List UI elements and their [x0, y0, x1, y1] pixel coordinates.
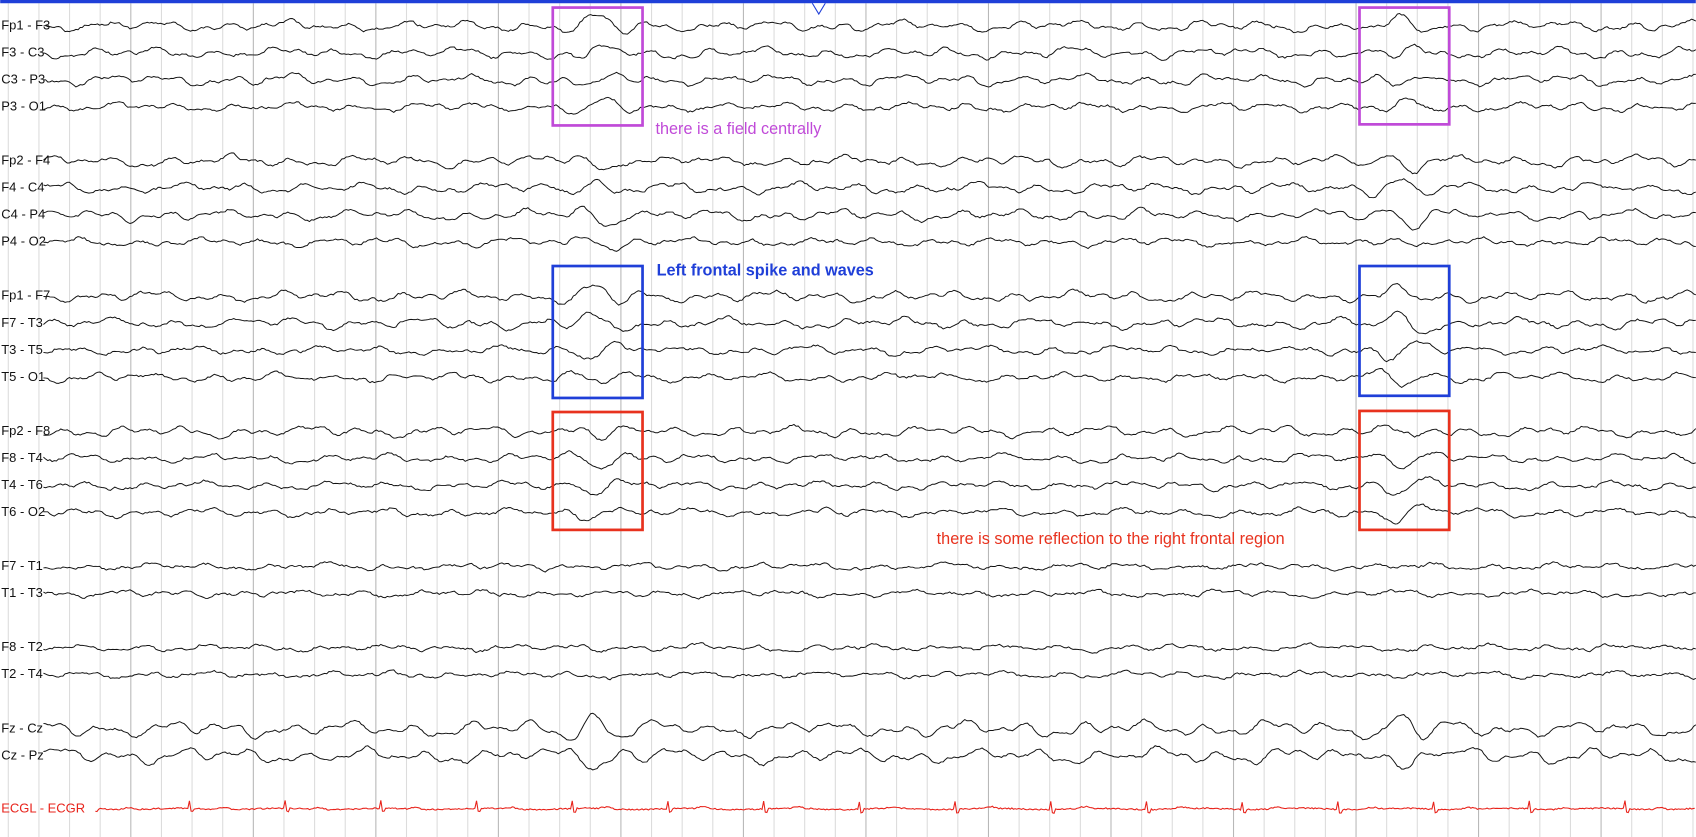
eeg-trace: [43, 235, 1696, 252]
channel-labels: Fp1 - F3 F3 - C3 C3 - P3 P3 - O1 Fp2 - F4 F4 …: [1, 17, 85, 815]
channel-label: F3 - C3: [1, 44, 44, 59]
eeg-trace: [43, 283, 1696, 306]
channel-label: ECGL - ECGR: [1, 800, 85, 815]
annotation-box: [1358, 409, 1451, 532]
channel-label: C4 - P4: [1, 207, 45, 222]
eeg-trace: [43, 669, 1696, 681]
channel-label: F4 - C4: [1, 180, 44, 195]
channel-label: T4 - T6: [1, 477, 43, 492]
channel-label: P4 - O2: [1, 234, 46, 249]
annotation-text: Left frontal spike and waves: [657, 262, 874, 280]
channel-label: T1 - T3: [1, 585, 43, 600]
channel-label: Fz - Cz: [1, 720, 43, 735]
annotation-box: [551, 264, 644, 400]
channel-label: F7 - T1: [1, 558, 43, 573]
channel-label: Fp1 - F3: [1, 17, 50, 32]
annotation-box: [1358, 264, 1451, 398]
channel-label: Fp1 - F7: [1, 288, 50, 303]
eeg-trace: [43, 152, 1696, 175]
annotation-text: there is some reflection to the right fr…: [937, 530, 1285, 548]
channel-label: T5 - O1: [1, 369, 45, 384]
eeg-trace: [43, 450, 1696, 470]
annotation-box: [551, 410, 644, 532]
time-bar: [0, 0, 1696, 4]
channel-label: T2 - T4: [1, 666, 43, 681]
channel-label: F8 - T2: [1, 639, 43, 654]
channel-label: Fp2 - F8: [1, 423, 50, 438]
eeg-trace: [43, 205, 1696, 231]
ecg-trace: [95, 800, 1695, 814]
eeg-trace: [43, 368, 1696, 389]
eeg-trace: [43, 96, 1696, 115]
channel-label: C3 - P3: [1, 71, 45, 86]
traces: [43, 12, 1696, 814]
time-cursor: [811, 2, 826, 16]
annotation-text: there is a field centrally: [656, 120, 823, 138]
channel-label: F8 - T4: [1, 450, 43, 465]
eeg-trace: [43, 503, 1696, 525]
channel-label: T6 - O2: [1, 504, 45, 519]
channel-label: F7 - T3: [1, 315, 43, 330]
channel-label: Cz - Pz: [1, 747, 44, 762]
eeg-trace: [43, 588, 1696, 600]
eeg-trace: [43, 43, 1696, 61]
annotation-box: [551, 6, 644, 127]
eeg-trace: [43, 423, 1696, 441]
channel-label: P3 - O1: [1, 98, 46, 113]
annotations: there is a field centrally Left frontal s…: [551, 6, 1451, 548]
channel-label: T3 - T5: [1, 342, 43, 357]
eeg-trace: [43, 642, 1696, 654]
time-grid: [7, 3, 1694, 837]
eeg-trace: [43, 561, 1696, 573]
eeg-trace: [43, 178, 1696, 199]
eeg-trace: [43, 71, 1696, 88]
channel-label: Fp2 - F4: [1, 153, 50, 168]
eeg-trace: [43, 310, 1696, 335]
eeg-trace: [43, 12, 1696, 35]
eeg-trace: [43, 712, 1696, 741]
eeg-trace: [43, 745, 1696, 771]
eeg-trace: [43, 340, 1696, 363]
eeg-trace: [43, 476, 1696, 496]
annotation-box: [1358, 6, 1451, 126]
